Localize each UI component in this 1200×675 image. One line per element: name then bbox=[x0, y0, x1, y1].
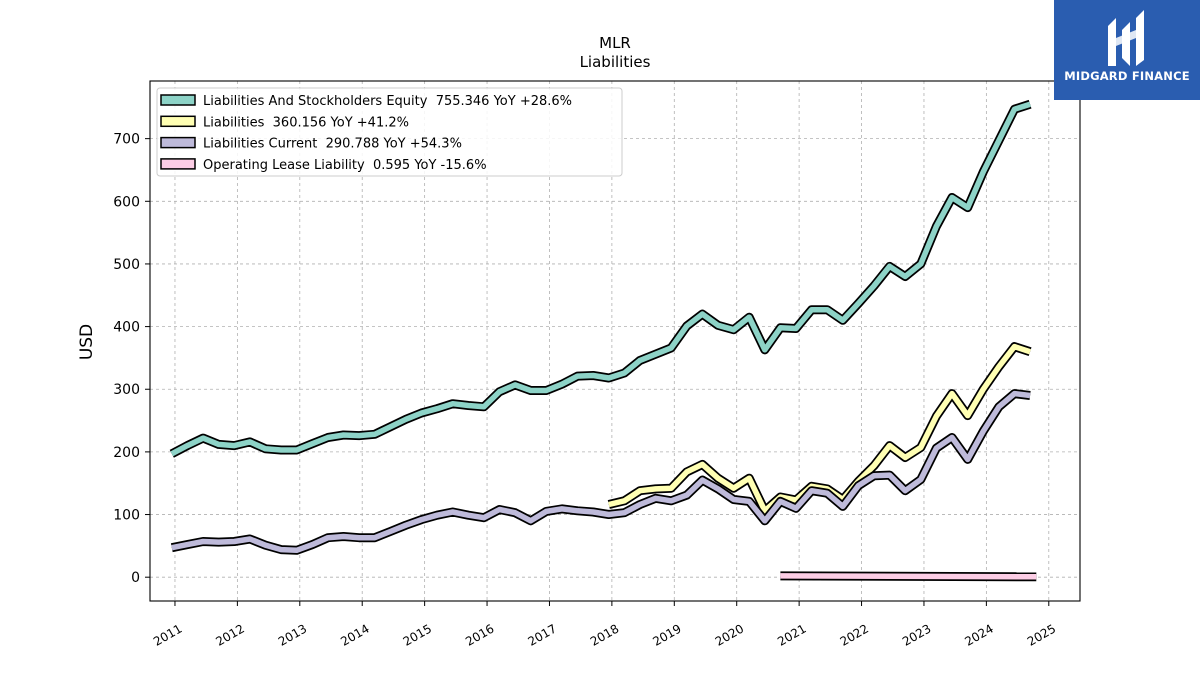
legend-swatch-1 bbox=[160, 115, 196, 128]
y-tick-label: 200 bbox=[113, 445, 140, 461]
brand-name: MIDGARD FINANCE bbox=[1064, 69, 1190, 83]
y-tick-label: 100 bbox=[113, 508, 140, 524]
series-lines bbox=[169, 99, 1037, 582]
x-tick-label: 2023 bbox=[900, 621, 933, 648]
x-tick-label: 2014 bbox=[338, 621, 371, 648]
legend-box bbox=[156, 87, 623, 177]
legend: Liabilities And Stockholders Equity 755.… bbox=[156, 87, 623, 177]
x-tick-label: 2020 bbox=[713, 621, 746, 648]
legend-entry-1: Liabilities 360.156 YoY +41.2% bbox=[203, 115, 409, 130]
series-line-2 bbox=[171, 390, 1031, 554]
y-axis-label: USD bbox=[77, 324, 97, 360]
x-tick-label: 2011 bbox=[151, 621, 184, 648]
x-tick-label: 2013 bbox=[276, 621, 309, 648]
y-tick-label: 300 bbox=[113, 382, 140, 398]
brand-logo: MIDGARD FINANCE bbox=[1054, 0, 1200, 100]
x-tick-label: 2024 bbox=[962, 621, 995, 648]
legend-entry-2: Liabilities Current 290.788 YoY +54.3% bbox=[203, 137, 462, 152]
y-tick-label: 700 bbox=[113, 132, 140, 148]
series-line-0 bbox=[170, 101, 1031, 457]
y-tick-label: 400 bbox=[113, 320, 140, 336]
x-tick-label: 2018 bbox=[588, 621, 621, 648]
y-tick-label: 0 bbox=[131, 570, 140, 586]
axes-frame bbox=[149, 80, 1081, 602]
chart-subtitle: Liabilities bbox=[580, 53, 651, 71]
x-tick-label: 2021 bbox=[775, 621, 808, 648]
y-axis-ticks: 0 100 200 300 400 500 600 700 bbox=[113, 132, 150, 586]
x-tick-label: 2016 bbox=[463, 621, 496, 648]
x-tick-label: 2017 bbox=[526, 621, 559, 648]
x-tick-label: 2019 bbox=[650, 621, 683, 648]
x-tick-label: 2015 bbox=[401, 621, 434, 648]
x-tick-label: 2012 bbox=[213, 621, 246, 648]
legend-swatch-3 bbox=[160, 158, 196, 170]
legend-entry-0: Liabilities And Stockholders Equity 755.… bbox=[203, 94, 572, 109]
y-tick-label: 500 bbox=[113, 257, 140, 273]
legend-swatch-2 bbox=[160, 136, 196, 149]
x-axis-ticks: 2011 2012 2013 2014 2015 2016 2017 2018 2019 2020… bbox=[151, 601, 1058, 649]
y-tick-label: 600 bbox=[113, 194, 140, 210]
legend-entry-3: Operating Lease Liability 0.595 YoY -15.… bbox=[203, 158, 487, 173]
series-line-3 bbox=[780, 573, 1037, 580]
x-tick-label: 2022 bbox=[838, 621, 871, 648]
series-line-1 bbox=[608, 343, 1031, 514]
x-tick-label: 2025 bbox=[1025, 621, 1058, 648]
midgard-logo-icon bbox=[1108, 10, 1144, 66]
chart-title: MLR bbox=[599, 34, 631, 52]
series-line-outline-2 bbox=[170, 389, 1031, 555]
legend-swatch-0 bbox=[160, 94, 196, 106]
